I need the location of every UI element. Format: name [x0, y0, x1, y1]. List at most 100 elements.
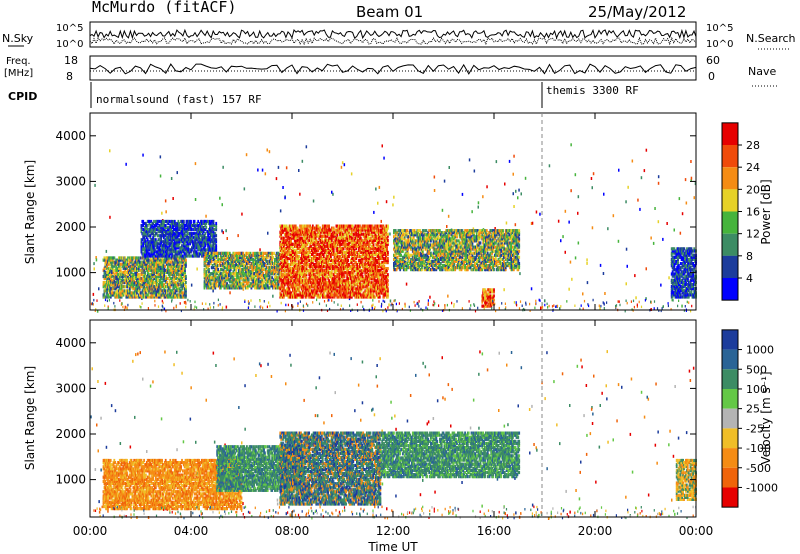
heatmap-cell: [157, 276, 159, 281]
heatmap-cell: [179, 262, 182, 266]
heatmap-cell: [209, 238, 211, 242]
heatmap-cell: [173, 224, 175, 228]
heatmap-cell: [191, 234, 193, 238]
heatmap-cell: [176, 279, 179, 283]
heatmap-cell: [158, 246, 161, 250]
heatmap-cell: [157, 272, 160, 276]
heatmap-cell: [212, 286, 215, 290]
heatmap-cell: [228, 266, 230, 270]
heatmap-cell: [234, 274, 237, 278]
heatmap-cell: [169, 236, 172, 240]
heatmap-cell: [209, 276, 212, 280]
heatmap-cell: [135, 272, 137, 276]
heatmap-cell: [164, 254, 167, 258]
heatmap-cell: [108, 283, 110, 287]
heatmap-cell: [328, 224, 330, 228]
heatmap-cell: [181, 287, 184, 291]
heatmap-cell: [126, 295, 128, 299]
heatmap-cell: [170, 268, 173, 272]
heatmap-cell: [131, 287, 134, 291]
heatmap-cell: [144, 270, 147, 274]
heatmap-cell: [228, 268, 230, 272]
heatmap-cell: [196, 221, 199, 226]
heatmap-cell: [219, 280, 222, 284]
heatmap-cell: [169, 291, 172, 295]
heatmap-cell: [165, 279, 167, 283]
heatmap-cell: [147, 274, 150, 279]
heatmap-cell: [140, 230, 143, 234]
heatmap-cell: [124, 268, 127, 272]
heatmap-cell: [111, 266, 114, 270]
heatmap-cell: [178, 260, 181, 264]
heatmap-cell: [200, 254, 203, 258]
heatmap-cell: [182, 242, 185, 246]
heatmap-cell: [169, 252, 172, 256]
heatmap-cell: [215, 259, 218, 264]
heatmap-cell: [165, 244, 168, 248]
heatmap-cell: [235, 278, 237, 282]
heatmap-cell: [144, 279, 147, 283]
heatmap-cell: [182, 221, 185, 226]
heatmap-cell: [108, 260, 110, 264]
heatmap-cell: [199, 234, 201, 238]
heatmap-cell: [109, 274, 111, 279]
heatmap-cell: [191, 248, 193, 252]
heatmap-cell: [172, 266, 175, 270]
heatmap-cell: [196, 246, 199, 250]
heatmap-cell: [172, 281, 175, 285]
heatmap-cell: [114, 272, 117, 276]
heatmap-cell: [185, 289, 187, 293]
heatmap-cell: [181, 264, 184, 268]
heatmap-cell: [212, 230, 215, 234]
heatmap-cell: [183, 242, 186, 246]
heatmap-cell: [158, 238, 161, 242]
heatmap-cell: [155, 289, 157, 293]
heatmap-cell: [169, 238, 172, 242]
heatmap-cell: [182, 224, 185, 228]
heatmap-cell: [212, 272, 215, 276]
heatmap-cell: [119, 268, 122, 272]
heatmap-cell: [106, 281, 108, 285]
heatmap-cell: [389, 232, 391, 236]
heatmap-cell: [259, 248, 261, 252]
heatmap-cell: [164, 240, 167, 244]
heatmap-cell: [158, 254, 161, 258]
heatmap-cell: [690, 160, 692, 163]
heatmap-cell: [219, 272, 222, 276]
heatmap-cell: [146, 240, 149, 244]
heatmap-cell: [183, 228, 186, 232]
heatmap-cell: [169, 276, 172, 281]
heatmap-cell: [183, 244, 186, 248]
heatmap-cell: [121, 276, 124, 281]
nave-tick-low: 0: [708, 70, 715, 83]
heatmap-cell: [110, 268, 113, 272]
heatmap-cell: [143, 289, 146, 293]
heatmap-cell: [136, 283, 138, 287]
heatmap-cell: [378, 185, 381, 189]
heatmap-cell: [147, 295, 149, 299]
heatmap-cell: [184, 272, 186, 276]
heatmap-cell: [154, 248, 156, 252]
heatmap-cell: [155, 224, 158, 228]
heatmap-cell: [229, 268, 232, 272]
heatmap-cell: [186, 232, 189, 236]
heatmap-cell: [214, 276, 217, 280]
heatmap-cell: [124, 305, 127, 309]
heatmap-cell: [178, 240, 181, 244]
heatmap-cell: [191, 224, 194, 228]
heatmap-cell: [299, 285, 302, 289]
heatmap-cell: [156, 281, 158, 285]
heatmap-cell: [540, 306, 542, 310]
heatmap-cell: [200, 236, 203, 240]
heatmap-cell: [118, 283, 120, 287]
heatmap-cell: [157, 252, 160, 256]
heatmap-cell: [106, 272, 108, 276]
heatmap-cell: [241, 212, 243, 216]
heatmap-cell: [307, 224, 310, 228]
heatmap-cell: [169, 262, 172, 266]
heatmap-cell: [169, 293, 172, 297]
heatmap-cell: [162, 232, 164, 236]
heatmap-cell: [113, 264, 116, 268]
heatmap-cell: [106, 276, 108, 281]
heatmap-cell: [144, 272, 147, 276]
